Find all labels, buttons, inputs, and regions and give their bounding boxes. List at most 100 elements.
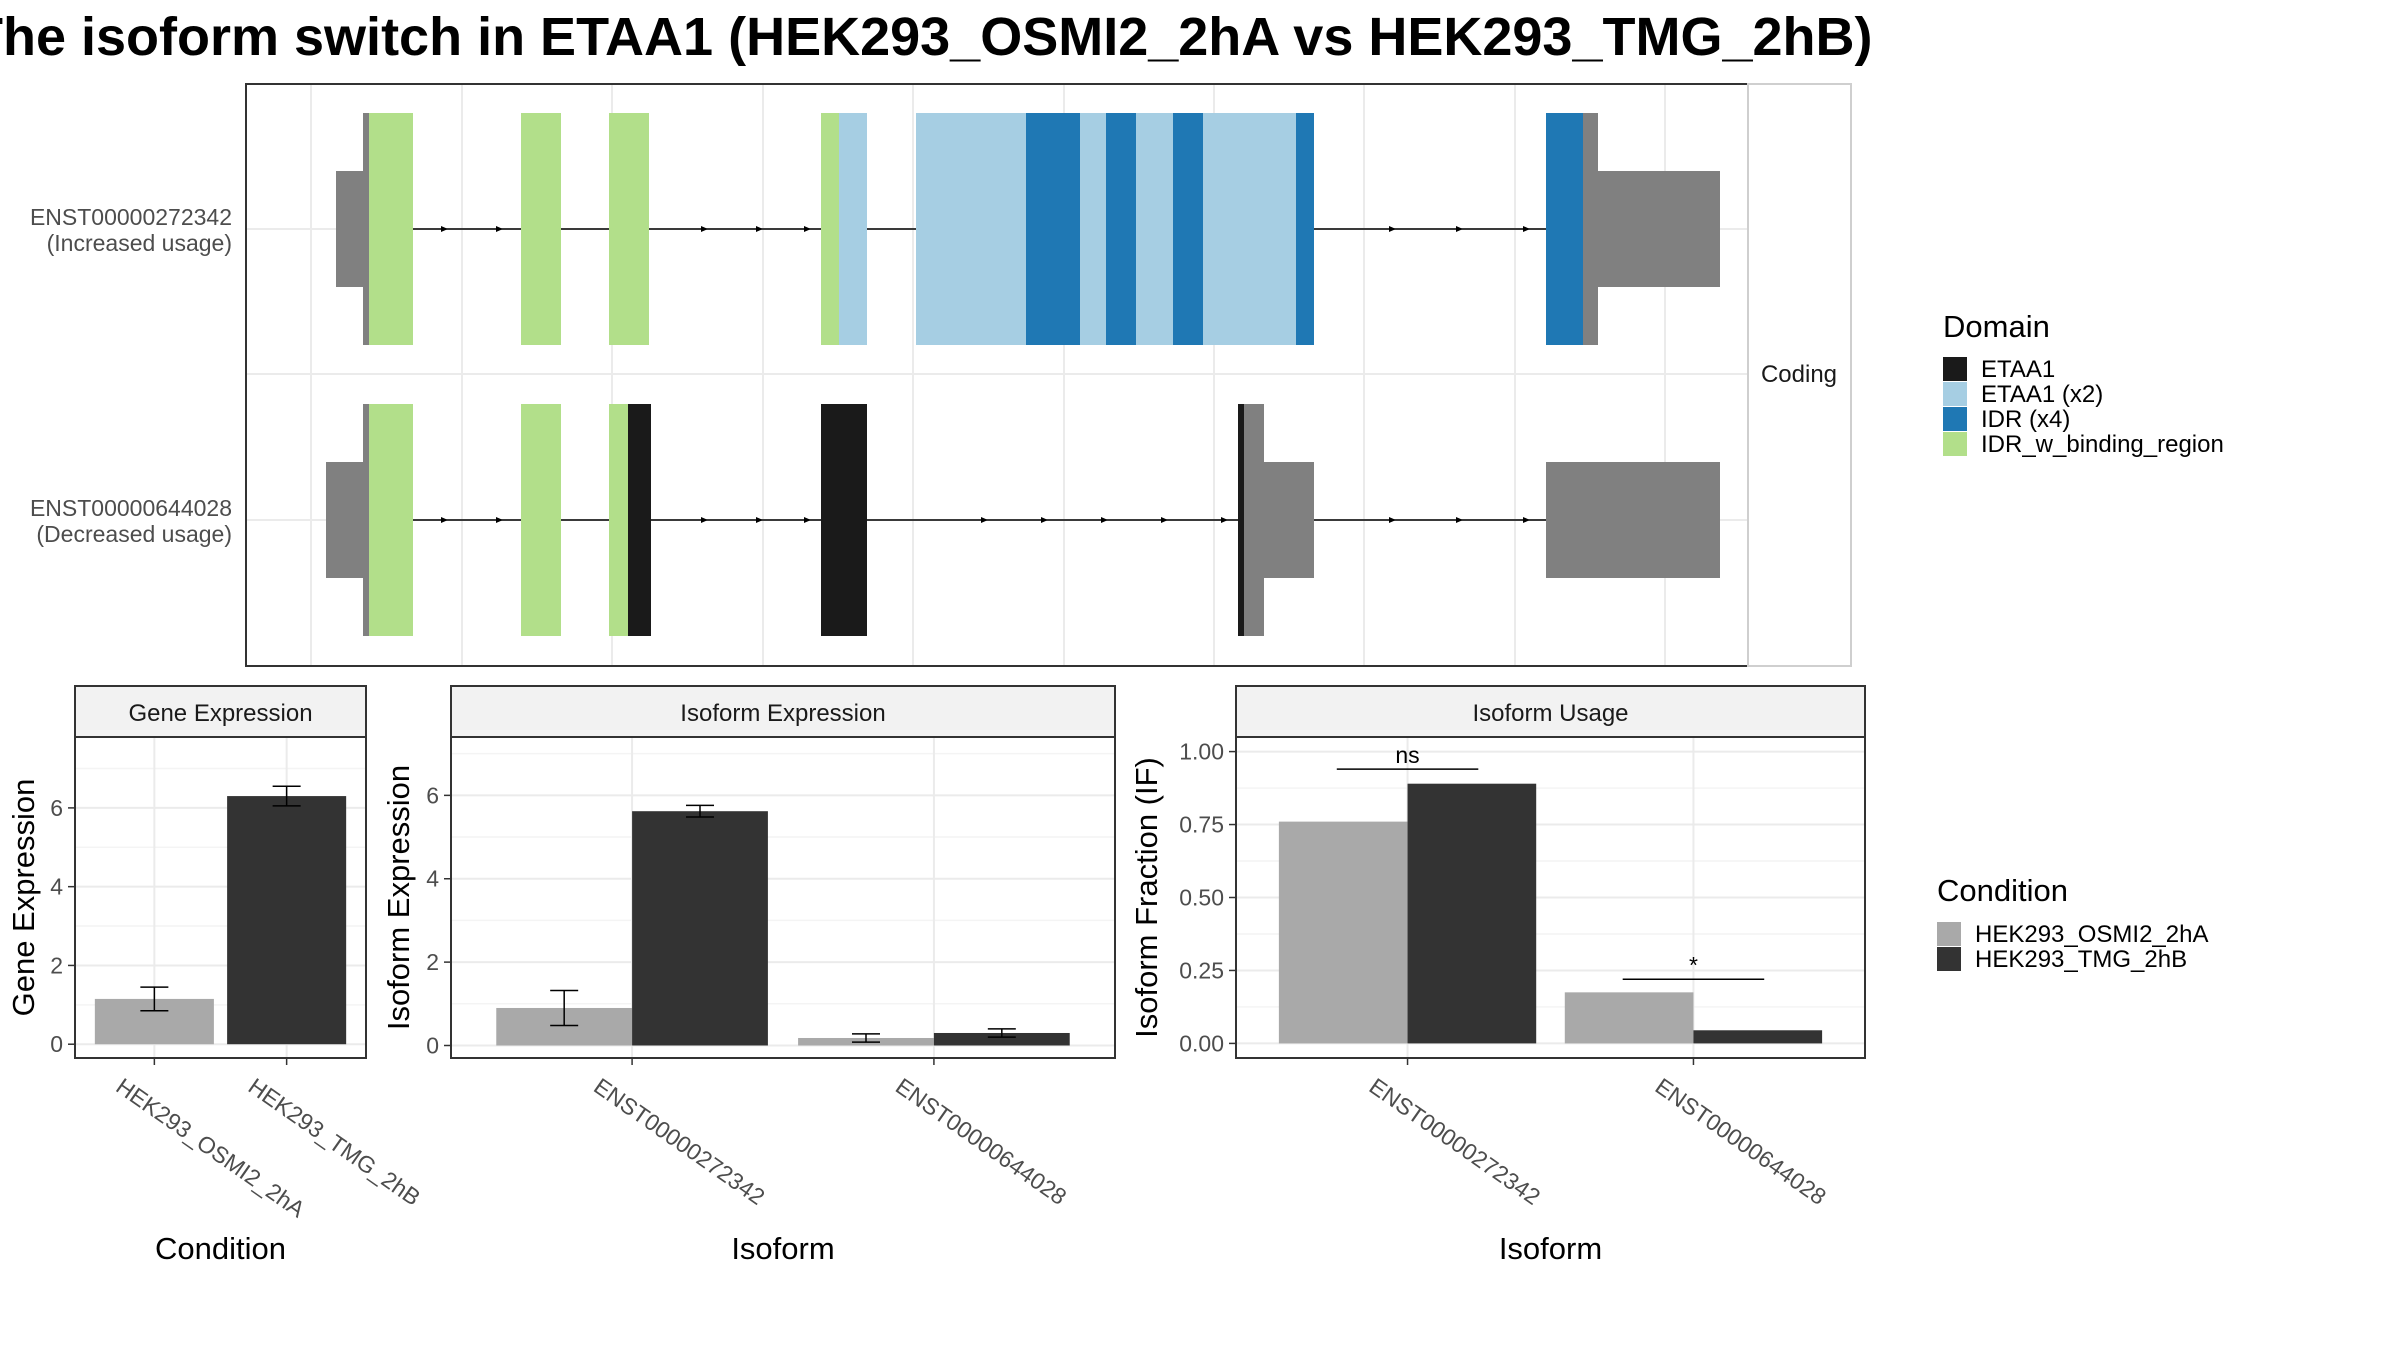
intron-direction-arrow — [804, 226, 811, 232]
intron-direction-arrow — [1523, 517, 1530, 523]
x-tick-label: ENST00000644028 — [1651, 1073, 1831, 1210]
condition-legend-key — [1937, 922, 1961, 946]
y-tick-label: 2 — [50, 952, 63, 978]
intron-direction-arrow — [981, 517, 988, 523]
intron-direction-arrow — [1041, 517, 1048, 523]
intron-direction-arrow — [701, 517, 708, 523]
exon-segment — [1598, 171, 1720, 287]
domain-legend-label: ETAA1 (x2) — [1981, 381, 2103, 408]
bar — [632, 811, 768, 1046]
intron-direction-arrow — [1389, 226, 1396, 232]
bar — [1407, 783, 1537, 1044]
exon-segment — [916, 113, 1026, 345]
exon-segment — [376, 113, 413, 345]
exon-segment — [628, 404, 651, 636]
y-axis-title: Gene Expression — [6, 779, 41, 1017]
significance-label: * — [1689, 952, 1698, 978]
y-tick-label: 1.00 — [1179, 739, 1224, 765]
intron-direction-arrow — [496, 517, 503, 523]
intron-direction-arrow — [1389, 517, 1396, 523]
exon-segment — [1173, 113, 1203, 345]
panel-title: Isoform Usage — [1472, 700, 1628, 727]
bar — [227, 796, 347, 1045]
facet-strip — [74, 685, 367, 738]
intron-direction-arrow — [1221, 517, 1228, 523]
facet-strip — [1747, 83, 1852, 667]
x-axis-title: Isoform — [1499, 1231, 1602, 1266]
domain-legend-key — [1943, 382, 1967, 406]
exon-segment — [1136, 113, 1173, 345]
exon-segment — [821, 113, 839, 345]
exon-segment — [1296, 113, 1314, 345]
intron-direction-arrow — [496, 226, 503, 232]
intron-direction-arrow — [756, 226, 763, 232]
exon-segment — [326, 462, 363, 578]
transcript-usage-label: (Decreased usage) — [36, 521, 232, 547]
intron-direction-arrow — [804, 517, 811, 523]
x-axis-title: Condition — [155, 1231, 286, 1266]
domain-legend-key — [1943, 407, 1967, 431]
x-tick-label: ENST00000272342 — [589, 1073, 769, 1210]
exon-segment — [336, 171, 363, 287]
exon-segment — [1080, 113, 1106, 345]
y-tick-label: 4 — [426, 866, 439, 892]
exon-segment — [1203, 113, 1296, 345]
domain-legend-key — [1943, 432, 1967, 456]
y-tick-label: 0.75 — [1179, 812, 1224, 838]
y-axis-title: Isoform Fraction (IF) — [1129, 757, 1164, 1038]
x-tick-label: ENST00000644028 — [891, 1073, 1071, 1210]
y-tick-label: 0 — [426, 1032, 439, 1058]
intron-direction-arrow — [1523, 226, 1530, 232]
bar — [1278, 821, 1408, 1044]
significance-label: ns — [1395, 742, 1419, 768]
exon-segment — [609, 113, 649, 345]
condition-legend-label: HEK293_TMG_2hB — [1975, 946, 2187, 973]
facet-strip — [450, 685, 1116, 738]
bar — [933, 1032, 1070, 1046]
panel-title: Isoform Expression — [680, 700, 885, 727]
transcript-label: ENST00000272342 — [30, 204, 232, 230]
condition-legend-key — [1937, 947, 1961, 971]
facet-strip-label: Coding — [1761, 361, 1837, 388]
exon-segment — [1026, 113, 1080, 345]
exon-segment — [1583, 113, 1598, 345]
intron-direction-arrow — [701, 226, 708, 232]
domain-legend-label: IDR_w_binding_region — [1981, 431, 2224, 458]
y-tick-label: 6 — [50, 795, 63, 821]
y-axis-title: Isoform Expression — [381, 765, 416, 1030]
intron-direction-arrow — [1161, 517, 1168, 523]
panel-title: Gene Expression — [128, 700, 312, 727]
exon-segment — [1238, 404, 1244, 636]
exon-segment — [609, 404, 628, 636]
y-tick-label: 0 — [50, 1031, 63, 1057]
y-tick-label: 6 — [426, 782, 439, 808]
exon-segment — [521, 404, 561, 636]
intron-direction-arrow — [1456, 517, 1463, 523]
domain-legend-label: ETAA1 — [1981, 356, 2055, 383]
isoform-structure-panel: ENST00000272342(Increased usage) ENST0000… — [30, 83, 1852, 667]
exon-segment — [1546, 113, 1583, 345]
isoform-usage-panel: 0.00 0.25 0.50 0.75 1.00 ns * Isoform Usage ENST… — [1129, 685, 1866, 1266]
exon-segment — [1106, 113, 1136, 345]
intron-direction-arrow — [441, 226, 448, 232]
transcript-usage-label: (Increased usage) — [47, 230, 232, 256]
bar — [1564, 992, 1694, 1044]
intron-direction-arrow — [441, 517, 448, 523]
exon-segment — [1546, 462, 1720, 578]
facet-strip — [1235, 685, 1866, 738]
y-tick-label: 4 — [50, 874, 63, 900]
exon-segment — [369, 113, 376, 345]
exon-segment — [521, 113, 561, 345]
exon-segment — [363, 113, 369, 345]
y-tick-label: 2 — [426, 949, 439, 975]
x-tick-label: ENST00000272342 — [1365, 1073, 1545, 1210]
exon-segment — [376, 404, 413, 636]
bar — [1693, 1030, 1823, 1044]
figure-title: The isoform switch in ETAA1 (HEK293_OSMI… — [0, 7, 1873, 67]
transcript-label: ENST00000644028 — [30, 495, 232, 521]
exon-segment — [363, 404, 369, 636]
